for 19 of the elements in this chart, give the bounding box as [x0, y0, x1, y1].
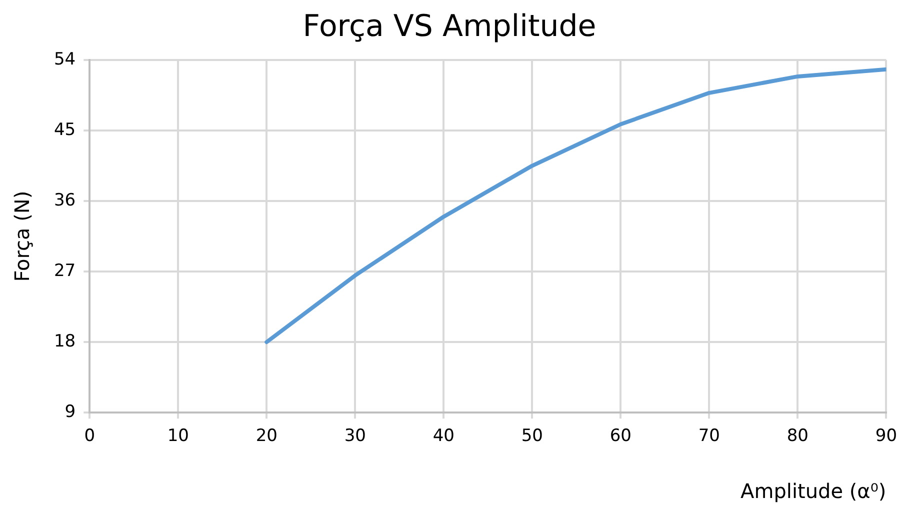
y-axis-title: Força (N) [10, 190, 34, 282]
x-tick-label: 90 [875, 426, 898, 446]
x-axis-title: Amplitude (α⁰) [740, 479, 886, 504]
x-tick-label: 40 [432, 426, 454, 446]
x-tick-label: 0 [84, 426, 96, 446]
chart-title: Força VS Amplitude [302, 8, 596, 44]
x-tick-label: 30 [344, 426, 366, 446]
x-tick-label: 50 [521, 426, 543, 446]
x-tick-label: 10 [167, 426, 189, 446]
x-tick-label: 70 [698, 426, 720, 446]
y-tick-label: 45 [54, 120, 76, 140]
y-tick-label: 27 [54, 260, 76, 281]
y-tick-label: 36 [54, 190, 76, 210]
x-tick-label: 80 [786, 426, 808, 446]
x-tick-label: 20 [256, 426, 278, 446]
y-tick-label: 54 [54, 49, 76, 70]
x-tick-label: 60 [610, 426, 632, 446]
y-tick-label: 18 [54, 332, 76, 352]
y-tick-label: 9 [64, 402, 76, 422]
